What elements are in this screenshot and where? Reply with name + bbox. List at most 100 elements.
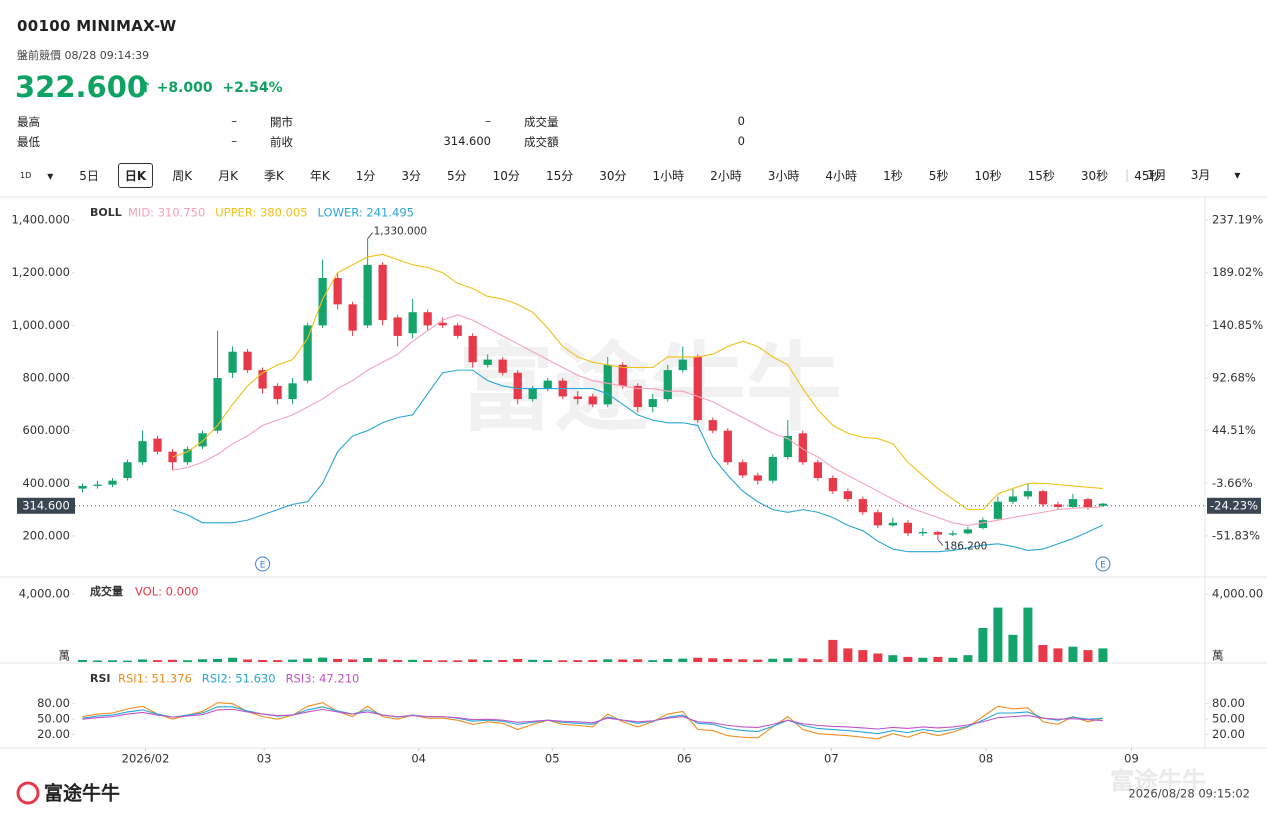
volume-bar [873, 653, 883, 662]
volume-bar [1083, 650, 1093, 662]
dropdown[interactable]: ▾ [1234, 167, 1241, 182]
tabs: 1D ▾ 5日 日K 周K 月K 季K 年K 1分 3分 5分 10分 15分 30分 1小時 2小時 3小時 4… [17, 163, 1168, 188]
tab[interactable]: 3分 [401, 169, 422, 183]
candle-body [603, 364, 612, 405]
line [82, 708, 1103, 730]
candle-body [1053, 504, 1063, 507]
change-pct: +2.54% [222, 80, 283, 96]
candle-body [198, 433, 207, 447]
tab[interactable]: 年K [309, 169, 330, 183]
volume-bar [618, 659, 628, 662]
line [82, 706, 1103, 735]
last-pct-box [1207, 497, 1261, 514]
period-icon[interactable]: 1D [20, 171, 32, 180]
volume-bar [153, 660, 163, 662]
candle-body [783, 435, 792, 457]
candle-body [753, 475, 762, 481]
candle-body [1008, 496, 1018, 502]
y-tick-label: 189.02% [1212, 265, 1263, 279]
price: 322.600 [15, 70, 148, 104]
volume-bar [378, 659, 388, 662]
tab[interactable]: 5分 [447, 169, 467, 183]
volume-bar [198, 659, 208, 662]
candle-body [978, 520, 988, 529]
candle-body [393, 317, 402, 336]
tab[interactable]: 10分 [492, 169, 520, 183]
candle-body [1023, 491, 1033, 497]
tab[interactable]: 3月 [1190, 168, 1211, 182]
volume-bar [363, 657, 373, 662]
tab[interactable]: 4小時 [825, 169, 858, 183]
tab[interactable]: 5日 [79, 169, 99, 183]
candle-body [303, 325, 312, 381]
tab[interactable]: 周K [172, 169, 193, 183]
tab[interactable]: 季K [263, 169, 284, 183]
line [172, 314, 1103, 526]
y-tick-label: 50.00 [1212, 712, 1245, 726]
volume-bar [978, 628, 988, 662]
event-label: E [1100, 561, 1106, 571]
tab[interactable]: 日K [117, 163, 154, 188]
tab[interactable]: 3小時 [767, 169, 800, 183]
volume-bar [258, 659, 268, 662]
tab[interactable]: 5秒 [928, 169, 949, 183]
candle-body [243, 351, 252, 371]
legend-entry: RSI3: 47.210 [286, 672, 360, 686]
legend-entry: RSI2: 51.630 [202, 672, 276, 686]
x-tick-label: 04 [411, 752, 426, 766]
tab[interactable]: 1分 [355, 169, 376, 183]
candle-body [123, 462, 132, 479]
stat-label: 成交量 [524, 115, 559, 129]
legend-entry: RSI1: 51.376 [118, 672, 192, 686]
tab[interactable]: 1月 [1147, 168, 1167, 182]
x-tick-label: 2026/02 [122, 752, 170, 766]
volume-bar [168, 659, 178, 662]
volume-bar [948, 657, 958, 662]
volume-bar [1023, 607, 1033, 662]
legend-entry: UPPER: 380.005 [215, 206, 307, 220]
legend-entry: VOL: 0.000 [135, 585, 199, 599]
candle-body [573, 396, 582, 400]
volume-bar [1038, 645, 1048, 662]
y-tick-label: 600.000 [22, 423, 70, 437]
candle-body [948, 533, 958, 535]
event-marker [255, 556, 271, 572]
last-price-box [17, 497, 75, 514]
legend-entry: LOWER: 241.495 [318, 206, 414, 220]
tab[interactable]: 30分 [599, 169, 627, 183]
volume-bar [663, 658, 673, 662]
stat-value: 314.600 [443, 134, 491, 148]
annotation: 186.200 [944, 541, 987, 553]
volume-bar [333, 658, 343, 662]
candle-body [738, 462, 747, 476]
tab[interactable]: 10秒 [974, 169, 1002, 183]
y-tick-label: 800.000 [22, 371, 70, 385]
candle-body [378, 264, 387, 321]
volume-bar [423, 660, 433, 662]
x-tick-label: 08 [979, 752, 994, 766]
candle-body [1083, 499, 1093, 507]
tab[interactable]: 45秒 [1134, 169, 1162, 183]
logo: 富途牛牛 [44, 782, 120, 805]
dropdown[interactable]: ▾ [47, 168, 54, 183]
volume-bar [108, 660, 118, 662]
volume-bar [93, 660, 103, 662]
tab[interactable]: 月K [218, 169, 238, 183]
volume-bar [123, 660, 133, 662]
volume-bar [708, 658, 718, 662]
candle-body [1068, 499, 1078, 507]
candle-body [798, 433, 807, 463]
x-tick-label: 03 [257, 752, 272, 766]
candle-body [258, 370, 267, 389]
candle-body [183, 449, 192, 463]
candle-body [453, 325, 462, 336]
tab[interactable]: 1秒 [883, 169, 903, 183]
tab[interactable]: 30秒 [1080, 169, 1109, 183]
tab[interactable]: 2小時 [710, 169, 742, 183]
stat-value: – [231, 114, 237, 128]
candle-body [648, 399, 657, 407]
tab[interactable]: 15分 [545, 169, 574, 183]
tab[interactable]: 1小時 [652, 169, 685, 183]
candle-body [1098, 503, 1108, 506]
tab[interactable]: 15秒 [1027, 169, 1055, 183]
